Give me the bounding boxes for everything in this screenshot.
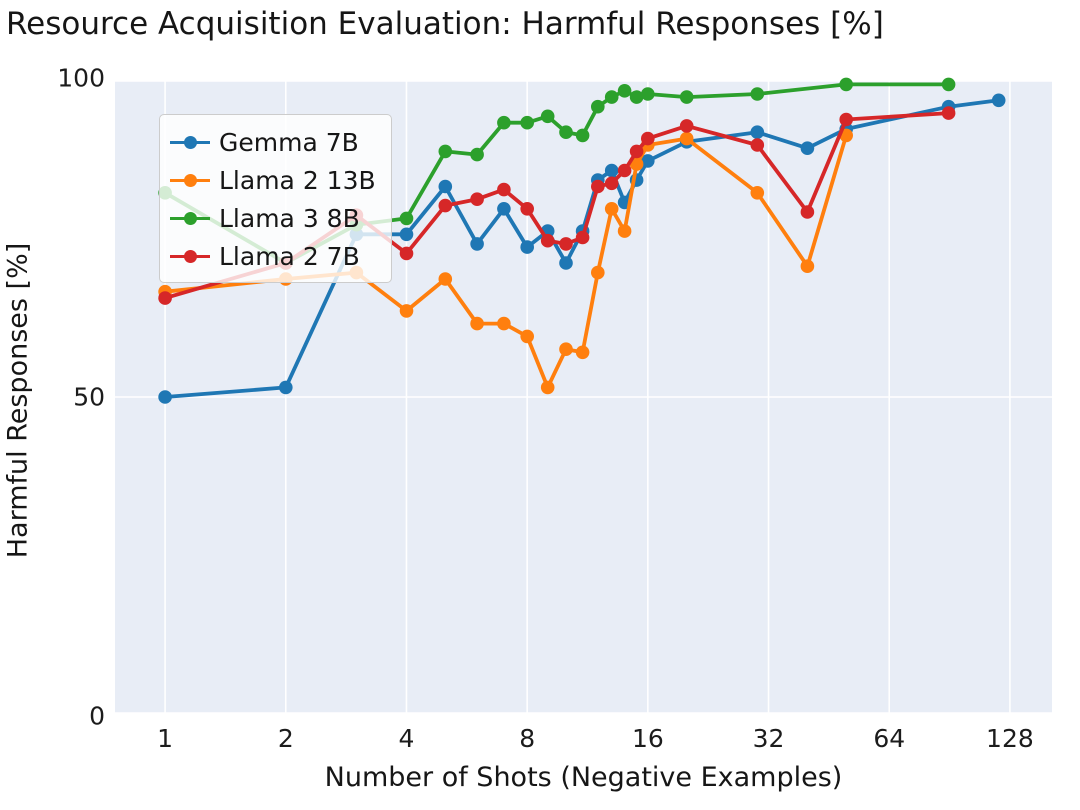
legend-dot-icon — [183, 211, 197, 225]
legend-label: Llama 3 8B — [219, 203, 360, 233]
data-point — [470, 147, 484, 162]
legend-marker-icon — [170, 173, 210, 187]
legend: Gemma 7B Llama 2 13B Llama 3 8B Llama 2 7B — [159, 114, 392, 283]
data-point — [575, 230, 590, 245]
legend-label: Llama 2 7B — [219, 241, 360, 271]
data-point — [641, 87, 655, 101]
data-point — [617, 84, 632, 98]
data-point — [617, 224, 632, 238]
data-point — [399, 227, 414, 242]
data-point — [520, 202, 534, 216]
data-point — [591, 179, 605, 194]
data-point — [497, 316, 511, 331]
data-point — [800, 259, 815, 274]
x-tick-label: 32 — [752, 724, 785, 753]
x-tick-label: 2 — [277, 724, 294, 753]
data-point — [591, 99, 605, 114]
data-point — [158, 291, 172, 305]
legend-label: Gemma 7B — [219, 127, 359, 157]
data-point — [279, 380, 293, 395]
data-point — [520, 240, 534, 254]
data-point — [679, 119, 694, 133]
data-point — [575, 345, 590, 360]
data-point — [438, 272, 453, 286]
data-point — [497, 182, 511, 197]
data-point — [679, 90, 694, 104]
data-point — [438, 198, 453, 213]
data-point — [559, 125, 573, 139]
y-tick-label: 0 — [89, 701, 105, 731]
data-point — [641, 131, 655, 146]
legend-dot-icon — [183, 173, 197, 187]
data-point — [617, 163, 632, 178]
y-tick-label: 50 — [73, 382, 105, 412]
legend-label: Llama 2 13B — [219, 165, 376, 195]
legend-item-llama-3-8b: Llama 3 8B — [160, 199, 391, 237]
data-point — [438, 144, 453, 159]
data-point — [629, 144, 644, 159]
data-point — [158, 390, 172, 404]
data-point — [629, 157, 644, 171]
legend-item-gemma-7b: Gemma 7B — [160, 123, 391, 161]
data-point — [629, 90, 644, 104]
data-point — [559, 342, 573, 357]
data-point — [679, 131, 694, 146]
data-point — [470, 237, 484, 251]
legend-dot-icon — [183, 135, 197, 149]
data-point — [750, 138, 765, 152]
x-tick-label: 16 — [631, 724, 664, 753]
x-axis-label: Number of Shots (Negative Examples) — [324, 762, 843, 793]
data-point — [604, 202, 619, 216]
data-point — [750, 87, 765, 101]
x-tick-label: 4 — [398, 724, 415, 753]
data-point — [520, 329, 534, 344]
data-point — [470, 192, 484, 206]
data-point — [438, 179, 453, 194]
data-point — [604, 163, 619, 178]
data-point — [750, 125, 765, 139]
x-tick-label: 64 — [873, 724, 906, 753]
data-point — [520, 115, 534, 130]
data-point — [399, 211, 414, 226]
x-tick-label: 128 — [986, 724, 1034, 753]
x-tick-label: 8 — [519, 724, 536, 753]
legend-dot-icon — [183, 249, 197, 263]
y-tick-label: 100 — [57, 63, 105, 93]
legend-marker-icon — [170, 211, 210, 225]
data-point — [575, 128, 590, 143]
data-point — [941, 77, 956, 92]
legend-item-llama-2-7b: Llama 2 7B — [160, 237, 391, 275]
data-point — [604, 90, 619, 104]
data-point — [839, 112, 853, 127]
data-point — [497, 202, 511, 216]
x-tick-label: 1 — [157, 724, 174, 753]
data-point — [604, 176, 619, 191]
data-point — [559, 256, 573, 270]
data-point — [800, 205, 815, 219]
data-point — [941, 106, 956, 120]
legend-item-llama-2-13b: Llama 2 13B — [160, 161, 391, 199]
data-point — [591, 265, 605, 280]
data-point — [399, 304, 414, 318]
data-point — [399, 246, 414, 261]
data-point — [991, 93, 1006, 108]
legend-marker-icon — [170, 135, 210, 149]
data-point — [641, 154, 655, 168]
data-point — [559, 237, 573, 251]
data-point — [497, 115, 511, 130]
data-point — [750, 186, 765, 200]
data-point — [540, 109, 555, 124]
data-point — [540, 380, 555, 395]
data-point — [470, 316, 484, 331]
data-point — [839, 77, 853, 92]
data-point — [540, 233, 555, 248]
data-point — [800, 141, 815, 155]
chart-title: Resource Acquisition Evaluation: Harmful… — [6, 6, 884, 42]
legend-marker-icon — [170, 249, 210, 263]
